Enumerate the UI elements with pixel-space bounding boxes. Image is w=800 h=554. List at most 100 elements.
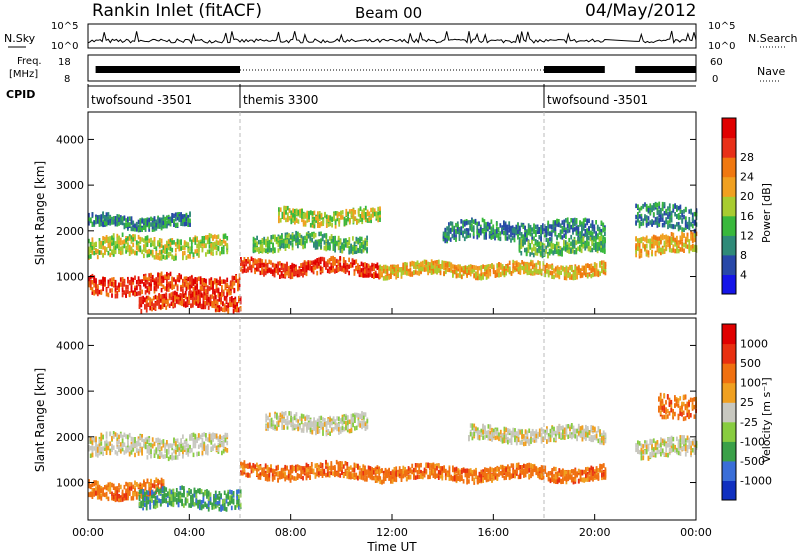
noise-line <box>87 30 697 45</box>
heatmap-cell <box>169 284 172 289</box>
heatmap-cell <box>456 221 459 226</box>
heatmap-cell <box>273 267 276 273</box>
heatmap-cell <box>215 281 218 287</box>
heatmap-cell <box>243 264 246 270</box>
heatmap-cell <box>549 224 551 229</box>
heatmap-cell <box>577 265 580 271</box>
heatmap-cell <box>174 441 177 446</box>
heatmap-cell <box>665 217 668 222</box>
heatmap-cell <box>559 234 562 240</box>
heatmap-cell <box>98 488 101 493</box>
heatmap-cell <box>104 277 106 282</box>
heatmap-cell <box>107 441 110 446</box>
heatmap-cell <box>661 206 664 212</box>
heatmap-cell <box>444 227 447 233</box>
heatmap-cell <box>451 221 454 227</box>
heatmap-cell <box>560 270 562 275</box>
heatmap-cell <box>216 305 219 310</box>
heatmap-cell <box>132 277 135 283</box>
heatmap-cell <box>280 271 283 276</box>
heatmap-cell <box>552 224 555 229</box>
heatmap-cell <box>592 267 594 273</box>
heatmap-cell <box>206 445 209 450</box>
heatmap-cell <box>676 214 678 219</box>
heatmap-cell <box>298 269 301 274</box>
heatmap-cell <box>690 231 692 236</box>
heatmap-cell <box>498 267 500 272</box>
heatmap-cell <box>199 442 202 448</box>
heatmap-cell <box>300 271 303 276</box>
heatmap-cell <box>151 277 154 283</box>
heatmap-cell <box>182 255 184 261</box>
heatmap-cell <box>638 243 641 248</box>
heatmap-cell <box>582 233 585 238</box>
heatmap-cell <box>263 247 266 253</box>
heatmap-cell <box>652 206 655 211</box>
heatmap-cell <box>340 210 342 216</box>
heatmap-cell <box>425 267 428 272</box>
heatmap-cell <box>116 497 119 502</box>
heatmap-cell <box>492 234 495 239</box>
heatmap-cell <box>210 250 213 256</box>
heatmap-cell <box>290 217 293 222</box>
heatmap-cell <box>668 216 671 221</box>
heatmap-cell <box>642 236 645 241</box>
colorbar-swatch <box>722 137 736 158</box>
heatmap-cell <box>157 217 159 222</box>
heatmap-cell <box>291 235 294 241</box>
heatmap-cell <box>510 228 512 234</box>
heatmap-cell <box>647 207 650 213</box>
heatmap-cell <box>294 208 296 214</box>
heatmap-cell <box>464 265 467 270</box>
heatmap-cell <box>128 292 131 298</box>
heatmap-cell <box>588 272 591 277</box>
heatmap-cell <box>559 246 562 251</box>
heatmap-cell <box>166 453 168 458</box>
heatmap-cell <box>595 263 598 268</box>
heatmap-cell <box>480 272 483 277</box>
heatmap-cell <box>265 238 267 244</box>
heatmap-cell <box>149 301 152 307</box>
heatmap-cell <box>155 246 158 251</box>
heatmap-cell <box>93 446 96 451</box>
heatmap-cell <box>582 221 585 227</box>
heatmap-cell <box>234 296 237 302</box>
heatmap-cell <box>651 205 653 210</box>
heatmap-cell <box>471 223 473 229</box>
heatmap-cell <box>127 236 129 241</box>
heatmap-cell <box>128 485 131 491</box>
heatmap-cell <box>205 252 207 257</box>
heatmap-cell <box>343 238 345 243</box>
heatmap-cell <box>658 222 661 227</box>
heatmap-cell <box>595 231 597 236</box>
colorbar-tick-label: 28 <box>740 151 754 164</box>
heatmap-cell <box>109 278 112 283</box>
heatmap-cell <box>693 247 696 252</box>
heatmap-cell <box>377 206 380 212</box>
heatmap-cell <box>311 220 314 225</box>
heatmap-cell <box>158 256 161 261</box>
heatmap-cell <box>330 256 333 261</box>
nave-tick-high: 60 <box>710 57 723 68</box>
heatmap-cell <box>337 237 340 243</box>
heatmap-cell <box>432 268 435 274</box>
heatmap-cell <box>559 223 562 228</box>
heatmap-cell <box>449 221 452 226</box>
heatmap-cell <box>137 448 140 454</box>
heatmap-cell <box>138 304 141 309</box>
y-tick-label: 2000 <box>56 225 84 238</box>
heatmap-cell <box>579 220 581 225</box>
heatmap-cell <box>572 230 574 235</box>
heatmap-cell <box>518 225 521 231</box>
heatmap-cell <box>88 492 90 498</box>
heatmap-cell <box>547 220 550 226</box>
heatmap-cell <box>205 436 207 441</box>
heatmap-cell <box>658 243 661 248</box>
heatmap-cell <box>180 287 182 292</box>
heatmap-cell <box>441 264 444 270</box>
heatmap-cell <box>241 261 244 266</box>
heatmap-cell <box>316 258 319 263</box>
heatmap-cell <box>270 269 272 274</box>
heatmap-cell <box>95 445 97 450</box>
heatmap-cell <box>176 444 179 449</box>
